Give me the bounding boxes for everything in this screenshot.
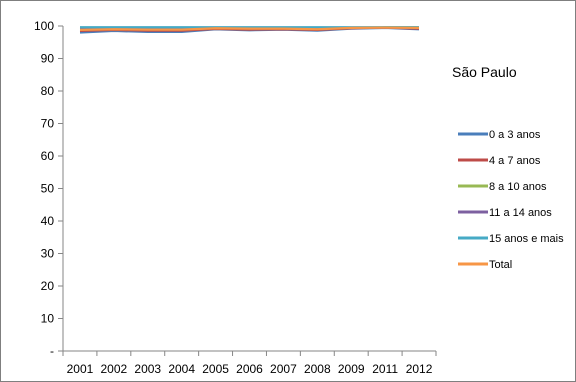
x-tick-label: 2002 [101,362,128,376]
legend-label: 0 a 3 anos [489,129,541,141]
y-tick-label: 30 [41,247,55,261]
y-tick-label: 10 [41,312,55,326]
legend-label: 8 a 10 anos [489,181,547,193]
y-tick-label: 90 [41,52,55,66]
x-tick-label: 2003 [134,362,161,376]
chart-title: São Paulo [452,64,517,80]
legend-label: 11 a 14 anos [489,207,552,219]
legend-label: 4 a 7 anos [489,155,541,167]
y-tick-label: 20 [41,279,55,293]
y-tick-label: 100 [34,19,54,33]
legend-label: 15 anos e mais [489,233,564,245]
series-line-6 [79,26,420,32]
y-tick-label: - [50,344,54,358]
x-tick-label: 2004 [168,362,195,376]
x-tick-label: 2008 [304,362,331,376]
y-tick-label: 70 [41,117,55,131]
legend: 0 a 3 anos 4 a 7 anos 8 a 10 anos 11 a 14 a… [458,129,564,271]
axes: - 10 20 30 40 50 60 70 80 90 100 2001 2002 2003 2004 20… [34,19,437,376]
x-tick-label: 2009 [338,362,365,376]
y-tick-label: 40 [41,214,55,228]
x-tick-label: 2007 [270,362,297,376]
y-tick-label: 80 [41,84,55,98]
x-tick-label: 2001 [67,362,94,376]
y-tick-label: 60 [41,149,55,163]
x-tick-label: 2011 [372,362,398,376]
y-tick-label: 50 [41,182,55,196]
x-tick-label: 2006 [236,362,263,376]
x-tick-label: 2005 [202,362,229,376]
series-layer [79,26,420,34]
legend-label: Total [489,259,512,271]
x-tick-label: 2012 [406,362,433,376]
